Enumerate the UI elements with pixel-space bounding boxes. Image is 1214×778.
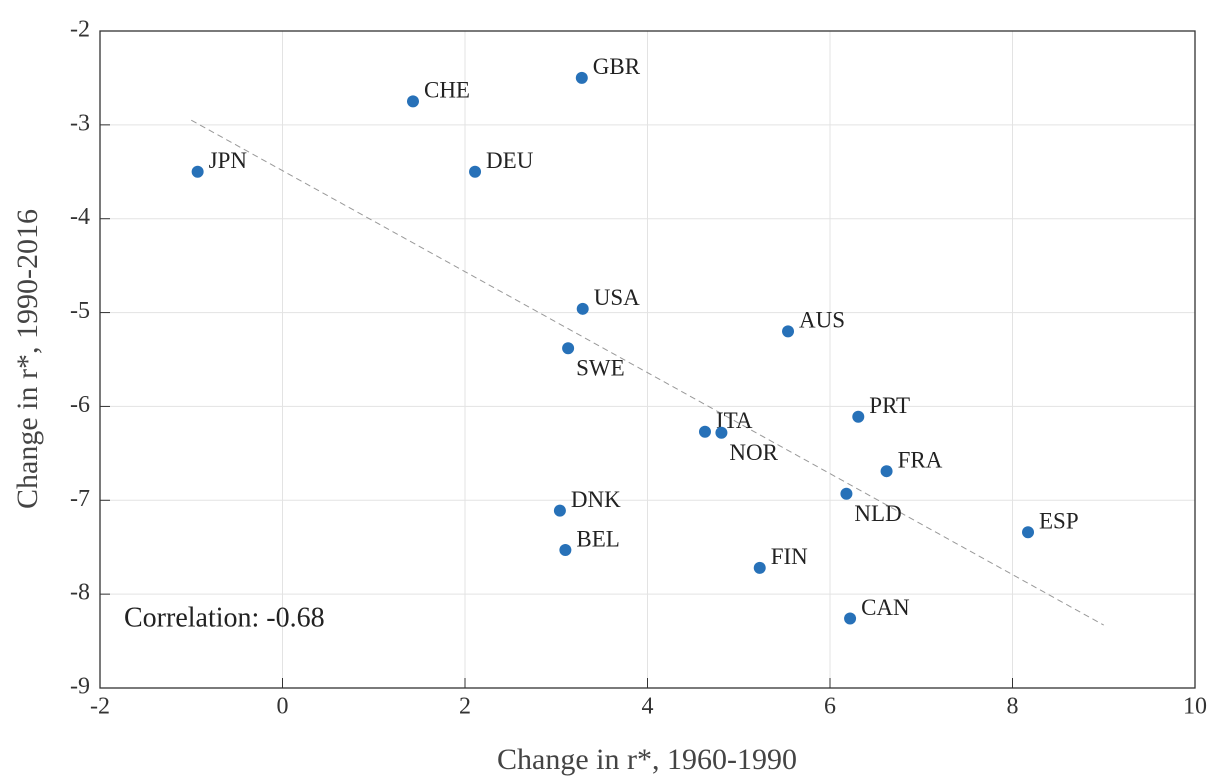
point (191, 165, 204, 178)
y-axis-title: Change in r*, 1990-2016 (11, 209, 44, 509)
point (553, 504, 566, 517)
y-tick-label: -8 (70, 580, 90, 606)
point (469, 165, 482, 178)
point-label: NLD (854, 501, 901, 526)
point-label: NOR (729, 440, 778, 465)
point-label: JPN (209, 148, 248, 173)
point-label: GBR (593, 54, 641, 79)
point (844, 612, 857, 625)
trend-line (191, 119, 1104, 626)
y-tick-label: -7 (70, 486, 90, 512)
point (698, 425, 711, 438)
point (782, 325, 795, 338)
point-label: FIN (771, 544, 808, 569)
point (1022, 526, 1035, 539)
point-label: BEL (576, 526, 619, 551)
point-label: SWE (576, 356, 625, 381)
x-tick-label: 10 (1183, 694, 1207, 720)
point (715, 426, 728, 439)
x-tick-label: 8 (1007, 694, 1019, 720)
point (852, 410, 865, 423)
y-tick-label: -6 (70, 392, 90, 418)
point-label: DNK (571, 487, 621, 512)
x-axis-title: Change in r*, 1960-1990 (497, 743, 797, 776)
point (562, 342, 575, 355)
x-tick-label: 0 (277, 694, 289, 720)
y-tick-label: -2 (70, 17, 90, 43)
point-label: AUS (799, 308, 845, 333)
point-label: USA (594, 285, 640, 310)
point (559, 544, 572, 557)
point-label: CHE (424, 78, 470, 103)
y-tick-label: -5 (70, 298, 90, 324)
y-tick-label: -3 (70, 110, 90, 136)
point-label: CAN (861, 595, 910, 620)
x-tick-label: 6 (824, 694, 836, 720)
x-tick-label: 4 (642, 694, 654, 720)
point (575, 71, 588, 84)
y-tick-label: -9 (70, 674, 90, 700)
point-label: ESP (1039, 508, 1079, 533)
point-label: DEU (486, 148, 534, 173)
point (840, 487, 853, 500)
point-label: PRT (869, 393, 910, 418)
point (753, 561, 766, 574)
annotation: Correlation: -0.68 (124, 602, 325, 633)
point-label: FRA (898, 447, 943, 472)
x-tick-label: 2 (459, 694, 471, 720)
point (880, 465, 893, 478)
x-tick-label: -2 (90, 694, 110, 720)
y-tick-label: -4 (70, 204, 90, 230)
plot-frame (99, 30, 1196, 689)
point (406, 95, 419, 108)
point (576, 302, 589, 315)
